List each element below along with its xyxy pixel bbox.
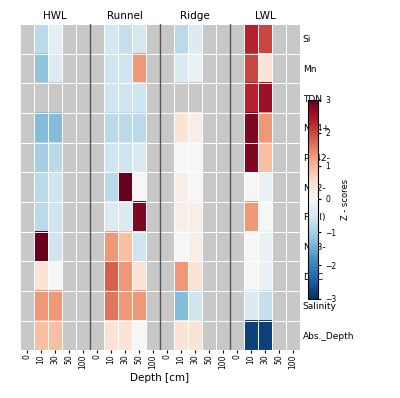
Y-axis label: Z - scores: Z - scores [341, 178, 350, 220]
X-axis label: Depth [cm]: Depth [cm] [130, 373, 190, 383]
